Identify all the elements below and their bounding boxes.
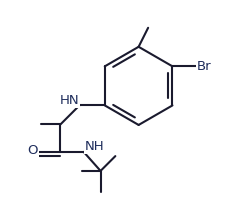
Text: O: O bbox=[28, 144, 38, 157]
Text: NH: NH bbox=[85, 140, 104, 153]
Text: Br: Br bbox=[197, 60, 211, 73]
Text: HN: HN bbox=[60, 94, 79, 107]
